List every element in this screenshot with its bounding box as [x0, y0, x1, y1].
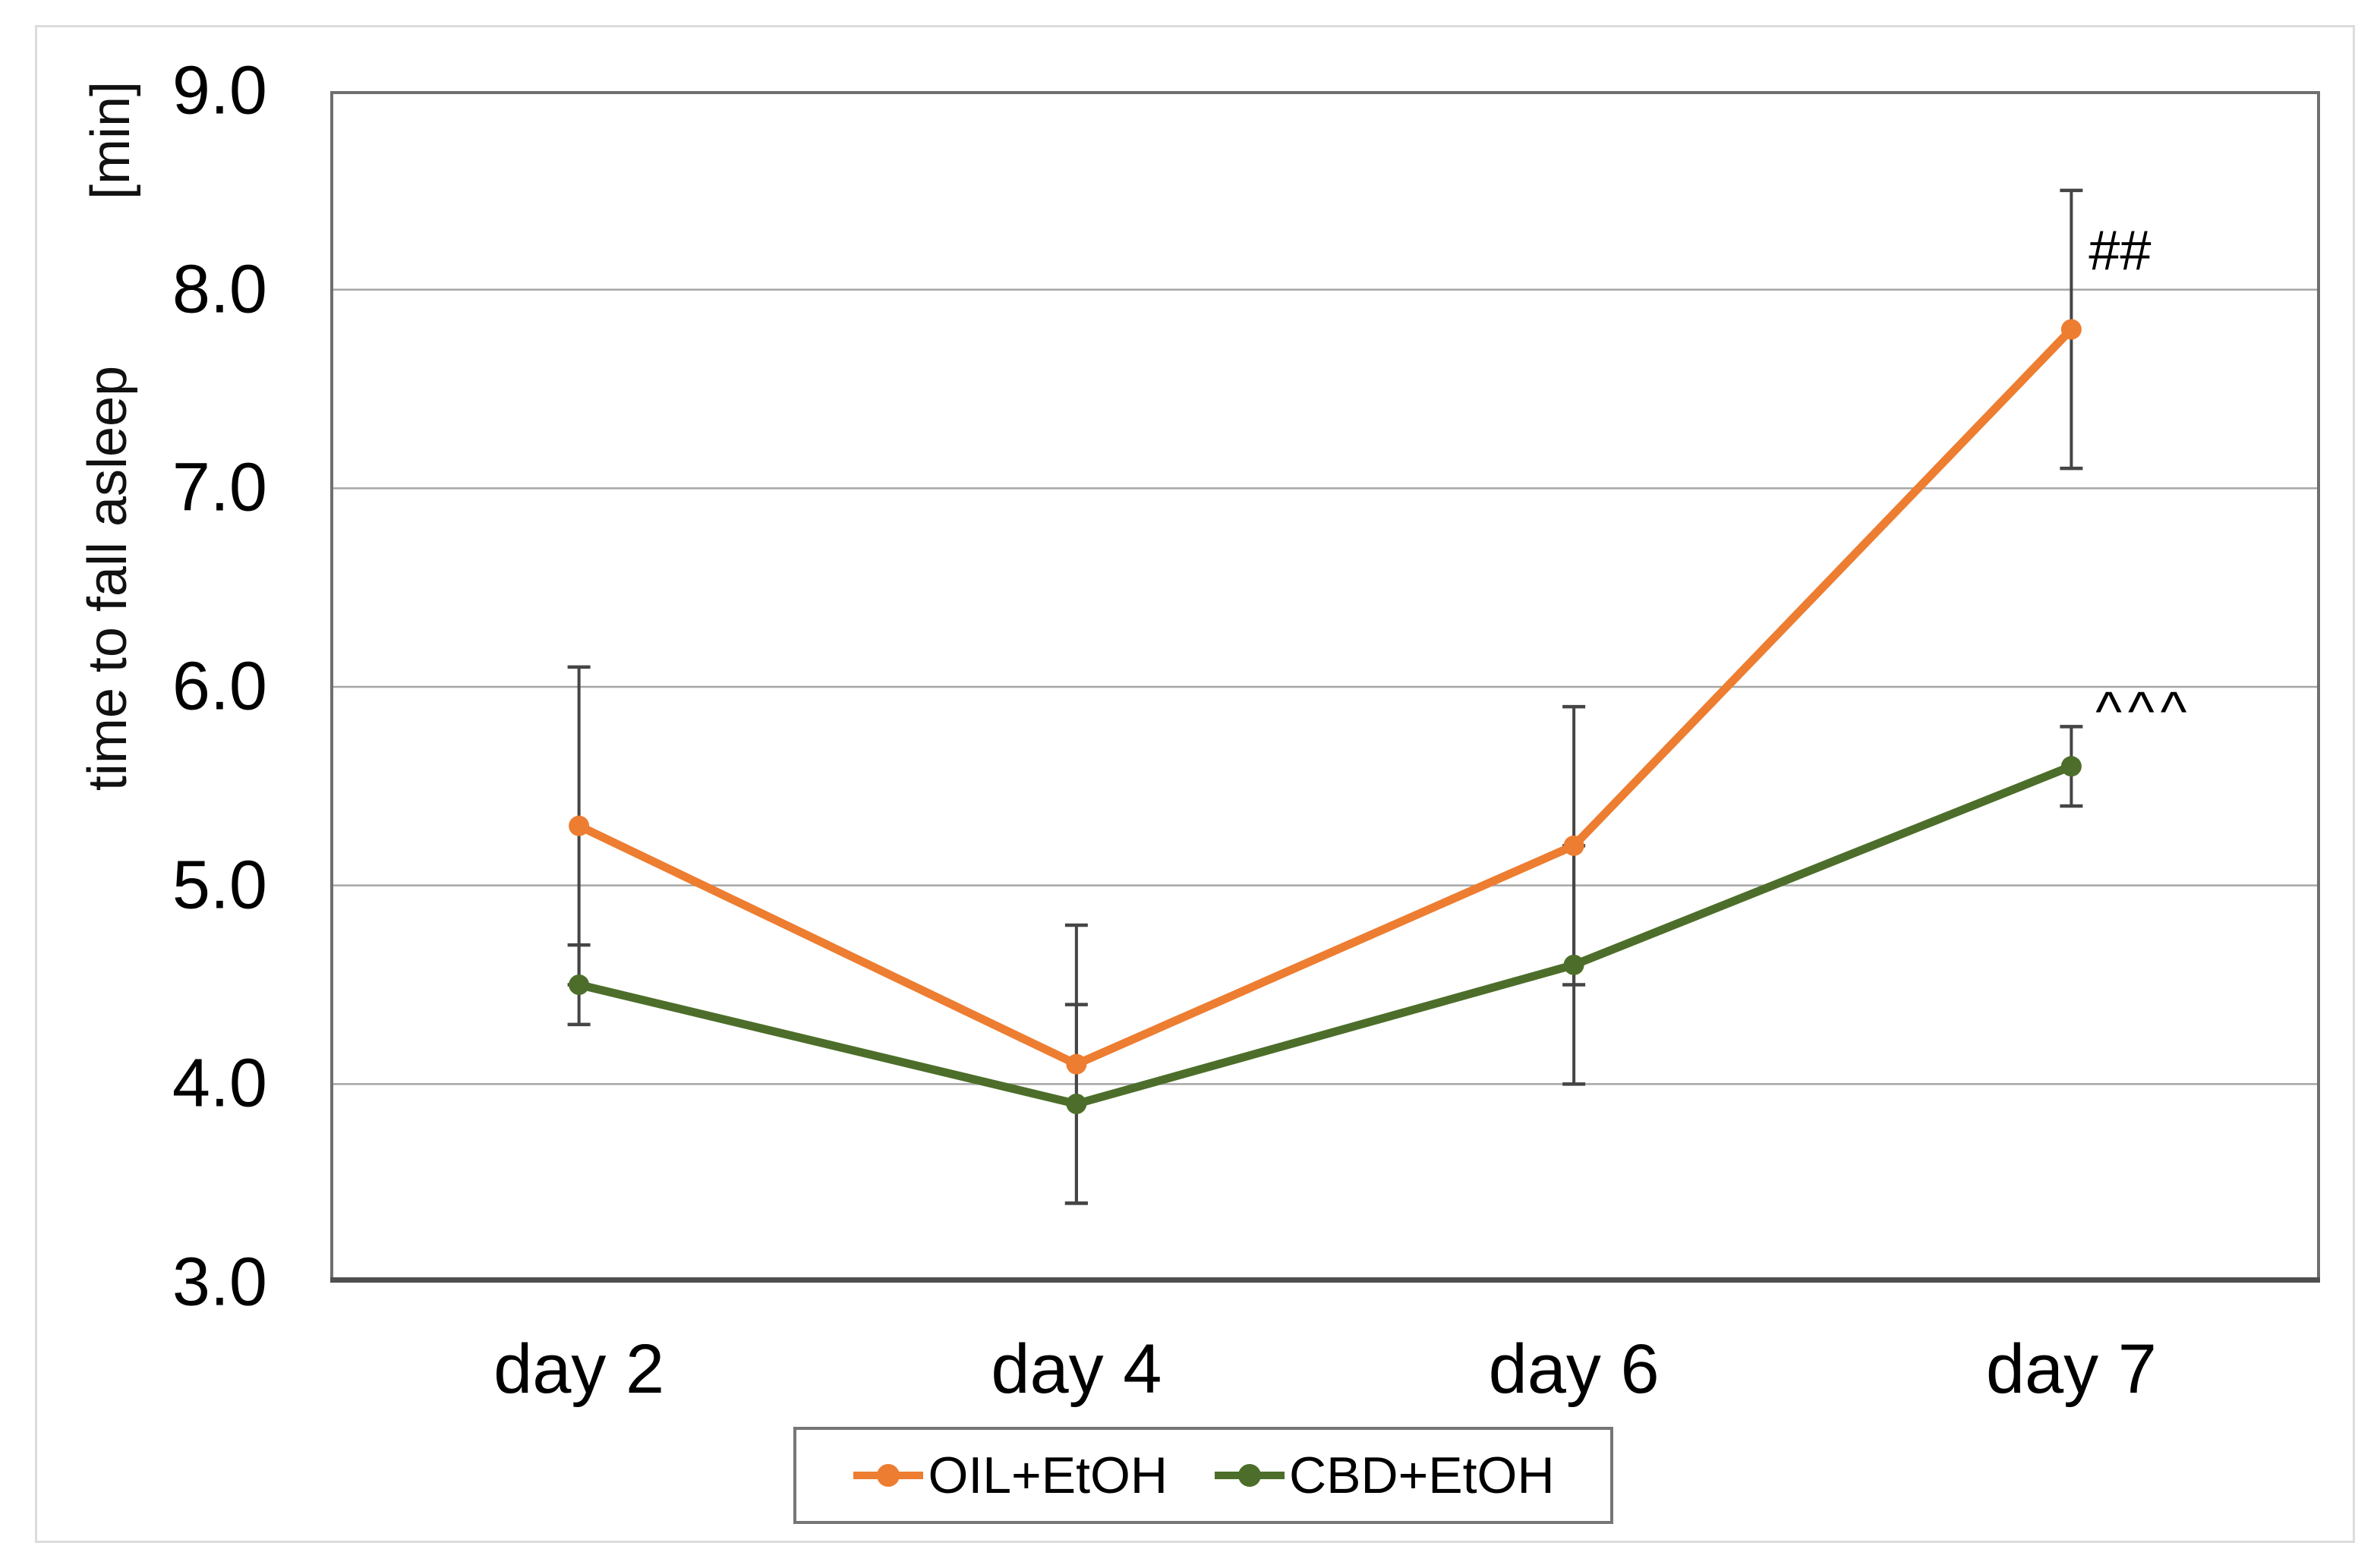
- legend-label: OIL+EtOH: [928, 1447, 1168, 1504]
- legend: OIL+EtOH CBD+EtOH: [793, 1427, 1613, 1524]
- legend-label: CBD+EtOH: [1289, 1447, 1555, 1504]
- y-tick-label: 6.0: [172, 648, 267, 725]
- y-tick-label: 8.0: [172, 251, 267, 328]
- y-tick-label: 9.0: [172, 52, 267, 129]
- chart-canvas: ## ^^^: [330, 91, 2320, 1283]
- x-tick-label: day 7: [1985, 1330, 2157, 1408]
- significance-annotation: ##: [2089, 219, 2151, 282]
- data-point: [569, 815, 590, 836]
- data-point: [1066, 1094, 1087, 1114]
- y-tick-label: 3.0: [172, 1244, 267, 1321]
- y-tick-label: 7.0: [172, 449, 267, 526]
- line-dot-marker-icon: [1215, 1464, 1285, 1487]
- data-point: [2060, 319, 2082, 340]
- legend-item-oil-etoh: OIL+EtOH: [852, 1446, 1168, 1505]
- line-dot-marker-icon: [853, 1464, 924, 1487]
- y-tick-label: 4.0: [172, 1045, 267, 1122]
- data-point: [1563, 835, 1584, 856]
- series-line-oil-etoh: [575, 325, 2076, 1069]
- data-point: [1066, 1053, 1087, 1075]
- significance-annotation: ^^^: [2095, 680, 2193, 743]
- x-tick-label: day 2: [493, 1330, 665, 1408]
- series-line-cbd-etoh: [575, 762, 2076, 1108]
- x-tick-label: day 6: [1488, 1330, 1660, 1408]
- y-axis-tick-labels: 9.0 8.0 7.0 6.0 5.0 4.0 3.0: [0, 0, 267, 1568]
- legend-item-cbd-etoh: CBD+EtOH: [1213, 1446, 1555, 1505]
- y-tick-label: 5.0: [172, 847, 267, 924]
- x-tick-label: day 4: [991, 1330, 1162, 1408]
- plot-area: ## ^^^: [330, 91, 2320, 1283]
- data-point: [569, 974, 590, 995]
- data-point: [1563, 954, 1584, 975]
- data-point: [2060, 756, 2082, 777]
